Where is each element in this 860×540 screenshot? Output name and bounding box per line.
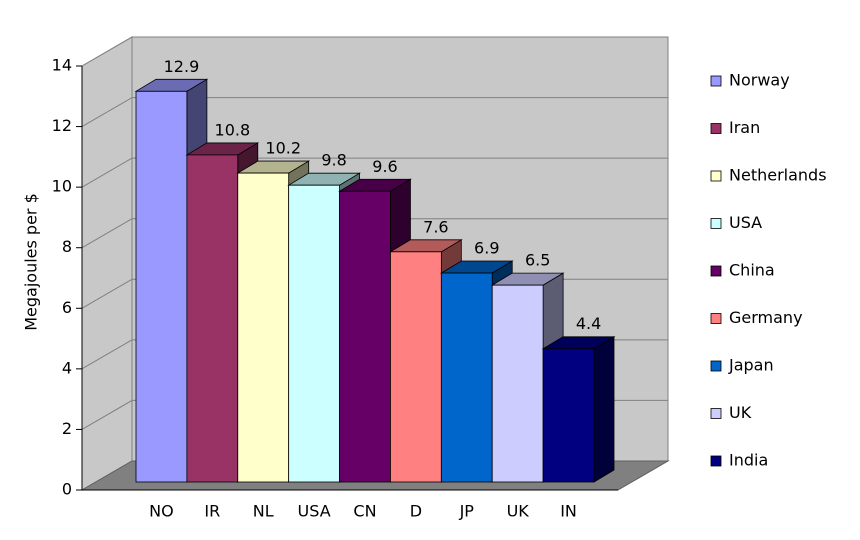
x-tick-label: JP	[459, 502, 475, 521]
data-label: 9.8	[321, 151, 346, 170]
bar-side	[593, 336, 615, 483]
grid-line	[81, 218, 668, 249]
legend-swatch	[710, 170, 722, 182]
bar	[186, 154, 239, 483]
data-label: 10.2	[265, 139, 301, 158]
x-tick-label: IN	[560, 502, 577, 521]
legend-swatch	[710, 455, 722, 467]
x-tick-label: USA	[298, 502, 331, 521]
x-tick-label: IR	[204, 502, 220, 521]
side-wall	[81, 36, 133, 491]
bar	[542, 348, 595, 483]
data-label: 6.9	[474, 239, 499, 258]
legend-label: India	[729, 451, 768, 470]
y-tick-label: 14	[52, 56, 72, 75]
x-tick-label: UK	[507, 502, 530, 521]
grid-line	[81, 36, 668, 67]
bar	[339, 190, 391, 483]
y-tick-label: 2	[62, 419, 72, 438]
x-tick-label: NL	[253, 502, 274, 521]
bar	[390, 251, 442, 483]
legend-label: China	[729, 261, 775, 280]
bar	[237, 172, 290, 483]
legend-label: USA	[729, 213, 762, 232]
legend-swatch	[710, 313, 722, 324]
legend-label: Japan	[728, 356, 774, 375]
data-label: 7.6	[423, 217, 448, 236]
data-label: 4.4	[576, 314, 601, 333]
legend-swatch	[710, 265, 722, 277]
grid-line	[81, 157, 668, 188]
data-label: 9.6	[372, 157, 397, 176]
y-tick-label: 0	[62, 480, 72, 499]
legend-swatch	[710, 123, 722, 134]
bar	[440, 272, 493, 483]
legend-label: Netherlands	[729, 166, 827, 185]
bar	[491, 284, 544, 483]
y-tick-label: 6	[62, 298, 72, 317]
y-tick-label: 4	[62, 358, 72, 377]
data-label: 12.9	[164, 57, 200, 76]
x-tick-label: D	[410, 502, 422, 521]
legend-swatch	[710, 408, 722, 419]
bar	[288, 184, 340, 483]
y-tick-label: 10	[52, 177, 72, 196]
bar	[135, 90, 188, 483]
grid-line	[81, 97, 668, 128]
x-tick-label: CN	[353, 502, 376, 521]
data-label: 10.8	[215, 120, 251, 139]
y-tick-label: 12	[52, 116, 72, 135]
legend-label: Germany	[729, 308, 803, 327]
legend-label: Iran	[729, 118, 760, 137]
x-tick-label: NO	[149, 502, 174, 521]
legend-swatch	[710, 75, 722, 87]
legend-label: UK	[729, 403, 752, 422]
y-tick-label: 8	[62, 237, 72, 256]
legend-swatch	[710, 360, 722, 372]
data-label: 6.5	[525, 251, 550, 270]
legend-label: Norway	[729, 71, 790, 90]
legend-swatch	[710, 218, 722, 229]
y-axis-label: Megajoules per $	[22, 193, 41, 331]
